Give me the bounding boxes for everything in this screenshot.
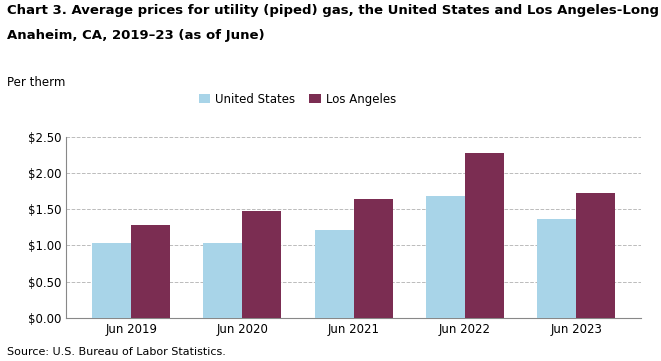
Bar xyxy=(131,225,170,318)
Bar xyxy=(93,243,131,318)
Bar xyxy=(204,243,243,318)
Bar xyxy=(243,211,282,318)
Bar xyxy=(576,193,615,318)
Bar xyxy=(315,230,354,318)
Bar xyxy=(354,199,393,318)
Bar xyxy=(426,196,465,318)
Bar xyxy=(465,153,504,318)
Text: Anaheim, CA, 2019–23 (as of June): Anaheim, CA, 2019–23 (as of June) xyxy=(7,29,264,42)
Text: Chart 3. Average prices for utility (piped) gas, the United States and Los Angel: Chart 3. Average prices for utility (pip… xyxy=(7,4,661,17)
Bar xyxy=(537,219,576,318)
Legend: United States, Los Angeles: United States, Los Angeles xyxy=(198,92,396,105)
Text: Source: U.S. Bureau of Labor Statistics.: Source: U.S. Bureau of Labor Statistics. xyxy=(7,347,225,357)
Text: Per therm: Per therm xyxy=(7,76,65,89)
